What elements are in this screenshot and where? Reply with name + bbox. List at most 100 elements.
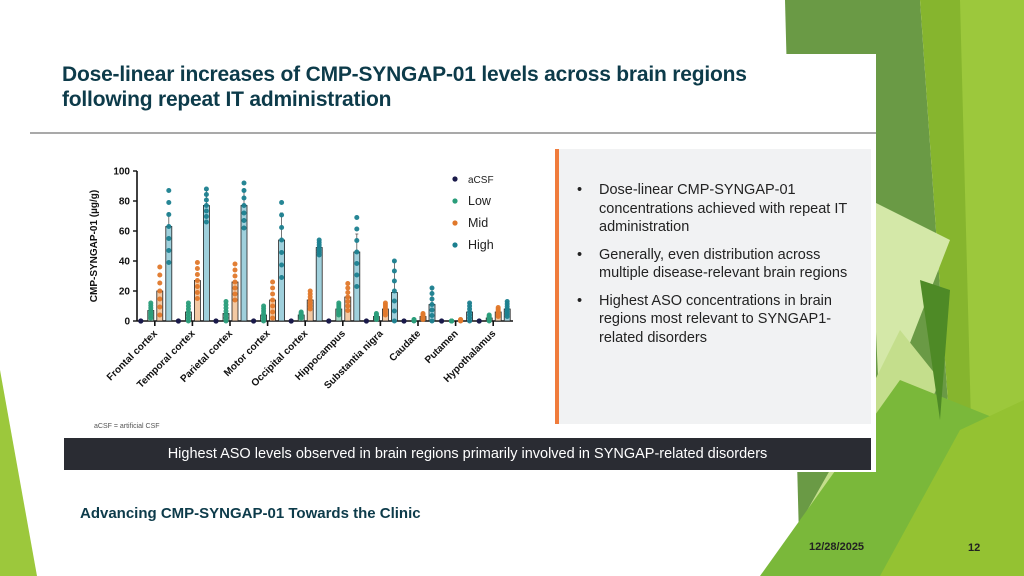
data-point-high (354, 272, 360, 278)
data-point-mid (345, 294, 351, 300)
data-point-high (166, 200, 172, 205)
data-point-mid (194, 278, 200, 283)
data-point-mid (194, 284, 200, 289)
page-number: 12 (968, 542, 981, 554)
y-axis-label: CMP-SYNGAP-01 (µg/g) (89, 190, 100, 302)
data-point-mid (345, 299, 351, 304)
data-point-high (203, 214, 209, 219)
data-point-mid (232, 267, 238, 273)
legend-label-mid: Mid (468, 216, 488, 230)
legend-marker-mid (452, 220, 458, 226)
left-green-shape (0, 370, 37, 576)
summary-banner: Highest ASO levels observed in brain reg… (64, 438, 871, 470)
bullet-item: • Dose-linear CMP-SYNGAP-01 concentration… (577, 181, 867, 237)
data-point-high (391, 298, 397, 304)
bullet-icon: • (577, 292, 583, 309)
y-tick-label: 0 (124, 317, 130, 328)
data-point-high (354, 261, 360, 266)
data-point-low (148, 300, 154, 306)
data-point-high (241, 225, 247, 231)
y-tick-label: 100 (113, 167, 130, 178)
data-point-high (166, 188, 172, 193)
key-findings-panel: • Dose-linear CMP-SYNGAP-01 concentration… (555, 149, 871, 424)
data-point-high (391, 308, 397, 314)
data-point-high (166, 236, 172, 241)
bullet-icon: • (577, 182, 583, 198)
data-point-mid (307, 288, 313, 294)
bullet-item: • Highest ASO concentrations in brain reg… (577, 292, 867, 348)
data-point-mid (157, 296, 163, 302)
legend-label-low: Low (468, 194, 492, 208)
data-point-mid (194, 266, 200, 271)
data-point-high (391, 258, 397, 264)
data-point-high (354, 284, 360, 289)
x-tick-label: Putamen (423, 328, 461, 366)
data-point-high (241, 210, 247, 216)
data-point-high (279, 275, 285, 280)
data-point-low (223, 299, 229, 304)
data-point-high (429, 296, 435, 302)
bullet-text: Generally, even distribution across mult… (599, 246, 848, 282)
data-point-mid (345, 303, 351, 309)
data-point-low (449, 318, 455, 324)
y-tick-label: 60 (119, 227, 131, 238)
data-point-mid (495, 305, 501, 310)
data-point-low (486, 312, 492, 318)
data-point-mid (194, 290, 200, 295)
data-point-mid (270, 297, 276, 303)
data-point-acsf (326, 318, 332, 324)
data-point-acsf (251, 318, 257, 324)
data-point-acsf (138, 318, 144, 324)
title-divider (30, 132, 876, 134)
y-tick-label: 40 (119, 257, 131, 268)
data-point-mid (157, 280, 163, 286)
data-point-high (166, 212, 172, 217)
data-point-low (261, 303, 267, 309)
data-point-acsf (213, 318, 219, 324)
legend-label-acsf: aCSF (468, 175, 494, 186)
data-point-high (429, 302, 435, 307)
data-point-mid (232, 291, 238, 297)
legend-marker-low (452, 198, 458, 204)
data-point-high (391, 288, 397, 294)
data-point-high (203, 203, 209, 208)
data-point-mid (382, 300, 388, 306)
data-point-high (429, 318, 435, 324)
data-point-low (298, 309, 304, 315)
data-point-mid (345, 290, 351, 295)
footer-date: 12/28/2025 (809, 541, 865, 553)
data-point-mid (270, 291, 276, 297)
data-point-mid (345, 281, 351, 286)
data-point-high (316, 237, 322, 243)
data-point-high (241, 188, 247, 193)
footer-title: Advancing CMP-SYNGAP-01 Towards the Clin… (80, 505, 421, 522)
data-point-high (203, 219, 209, 225)
slide-title: Dose-linear increases of CMP-SYNGAP-01 l… (62, 63, 747, 111)
bottom-green-shape-2 (880, 400, 1024, 576)
data-point-high (241, 203, 247, 208)
legend-marker-high (452, 242, 458, 248)
data-point-mid (232, 285, 238, 291)
bar-high (315, 247, 323, 322)
data-point-mid (157, 304, 163, 310)
bar-high (390, 292, 398, 322)
data-point-high (279, 250, 285, 255)
data-point-high (354, 226, 360, 232)
data-point-high (166, 224, 172, 229)
data-point-mid (345, 308, 351, 313)
data-point-high (241, 195, 247, 201)
data-point-mid (157, 264, 163, 270)
x-tick-label: Caudate (387, 328, 423, 364)
data-point-mid (420, 311, 426, 316)
data-point-mid (270, 309, 276, 315)
data-point-high (354, 238, 360, 243)
bullet-item: • Generally, even distribution across mul… (577, 246, 867, 283)
data-point-mid (232, 261, 238, 267)
bullet-text: Highest ASO concentrations in brain regi… (599, 292, 832, 346)
data-point-mid (194, 296, 200, 301)
data-point-high (391, 318, 397, 324)
data-point-mid (232, 279, 238, 285)
data-point-mid (232, 297, 238, 303)
data-point-mid (458, 317, 464, 322)
